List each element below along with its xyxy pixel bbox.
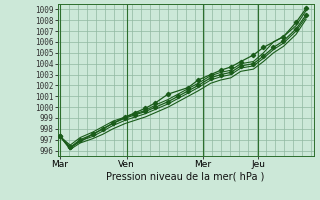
X-axis label: Pression niveau de la mer( hPa ): Pression niveau de la mer( hPa ) (107, 172, 265, 182)
